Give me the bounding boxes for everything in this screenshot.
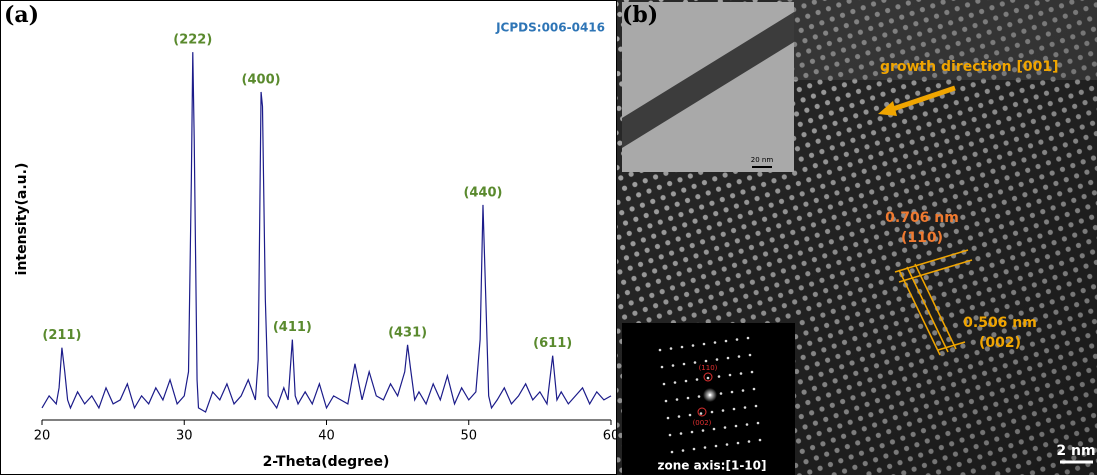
spot-ring xyxy=(697,407,707,417)
growth-arrow-head xyxy=(878,101,897,116)
peak-label: (440) xyxy=(463,185,502,200)
saed-spot-label: (110) xyxy=(699,364,718,372)
growth-direction: growth direction [001] xyxy=(880,59,1059,75)
spacing-110-plane: (110) xyxy=(901,230,943,246)
zone-axis: zone axis:[1-10] xyxy=(658,459,767,473)
spacing-002-plane: (002) xyxy=(979,335,1021,351)
peak-label: (400) xyxy=(242,72,281,87)
spacing-110-distance: 0.706 nm xyxy=(885,210,959,226)
x-tick-label: 40 xyxy=(318,429,335,444)
panel-a-frame xyxy=(0,0,617,475)
peak-label: (222) xyxy=(173,33,212,48)
saed-spots xyxy=(658,336,762,454)
panel-b: 20 nm (b) growth direction [001] 0.706 n… xyxy=(617,0,1097,475)
lattice-marks xyxy=(894,249,973,356)
peak-label: (611) xyxy=(533,336,572,351)
central-beam xyxy=(703,388,717,402)
panel-label: (b) xyxy=(622,2,658,28)
annotation: JCPDS:006-0416 xyxy=(495,21,605,35)
peak-label: (211) xyxy=(42,328,81,343)
xrd-line xyxy=(41,52,612,413)
peak-label: (431) xyxy=(388,325,427,340)
nanobelt xyxy=(622,12,794,148)
growth-arrow xyxy=(889,85,956,113)
spacing-002-distance: 0.506 nm xyxy=(963,315,1037,331)
inset-scale-label: 20 nm xyxy=(751,156,774,164)
y-axis-label: intensity(a.u.) xyxy=(14,163,30,276)
plot-area: 20 30 40 50 60 (211) (222) (400) (411) (431) (440)… xyxy=(34,33,620,444)
x-tick-label: 30 xyxy=(176,429,193,444)
panel-label: (a) xyxy=(4,2,39,28)
peak-label: (411) xyxy=(273,320,312,335)
x-tick-label: 60 xyxy=(603,429,620,444)
x-axis-label: 2-Theta(degree) xyxy=(263,454,390,470)
image-edge xyxy=(780,0,1097,80)
scale-bar-label: 2 nm xyxy=(1056,443,1095,459)
x-tick-label: 20 xyxy=(34,429,51,444)
spot-ring xyxy=(703,372,713,382)
saed-spot-label: (002) xyxy=(693,419,712,427)
x-tick-label: 50 xyxy=(460,429,477,444)
